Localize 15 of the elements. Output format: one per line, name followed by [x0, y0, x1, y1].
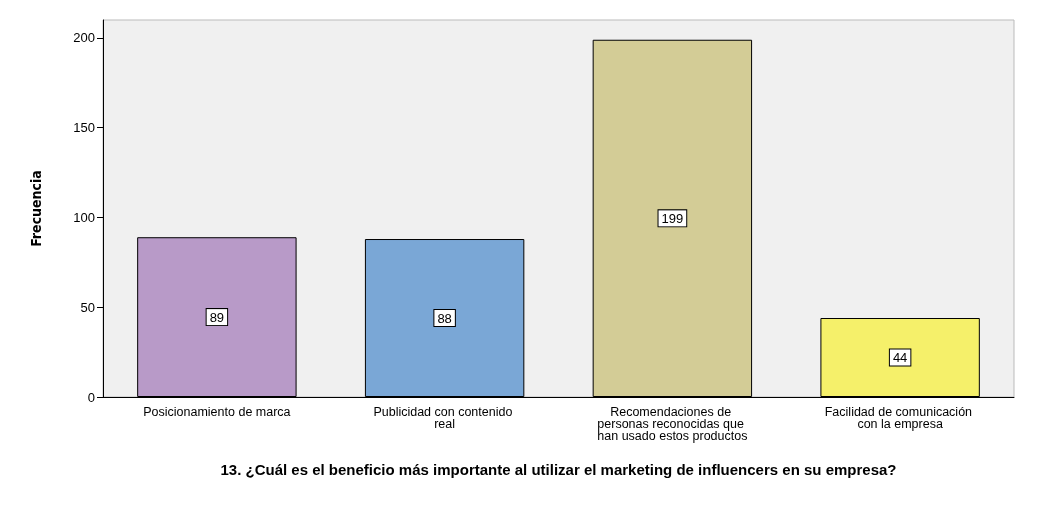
data-label: 89 [209, 309, 225, 325]
x-tick-label: Facilidad de comunicación con la empresa [824, 405, 976, 431]
y-tick-label: 150 [73, 120, 95, 136]
y-tick-label: 200 [73, 30, 95, 46]
data-label: 44 [892, 350, 908, 365]
x-tick-label: Posicionamiento de marca [143, 405, 291, 419]
x-tick-label: Publicidad con contenido real [373, 405, 516, 431]
y-axis-title: Frecuencia [28, 170, 44, 247]
data-label: 88 [437, 310, 452, 326]
x-axis-title: 13. ¿Cuál es el beneficio más importante al utilizar el marketing de influencers en su empresa? [220, 461, 897, 478]
data-label: 199 [661, 210, 684, 226]
y-tick-label: 50 [80, 299, 95, 315]
x-tick-label: Recomendaciones de personas reconocidas que han usado estos productos [597, 405, 748, 443]
y-tick-label: 100 [73, 209, 95, 225]
y-tick-label: 0 [87, 389, 95, 405]
